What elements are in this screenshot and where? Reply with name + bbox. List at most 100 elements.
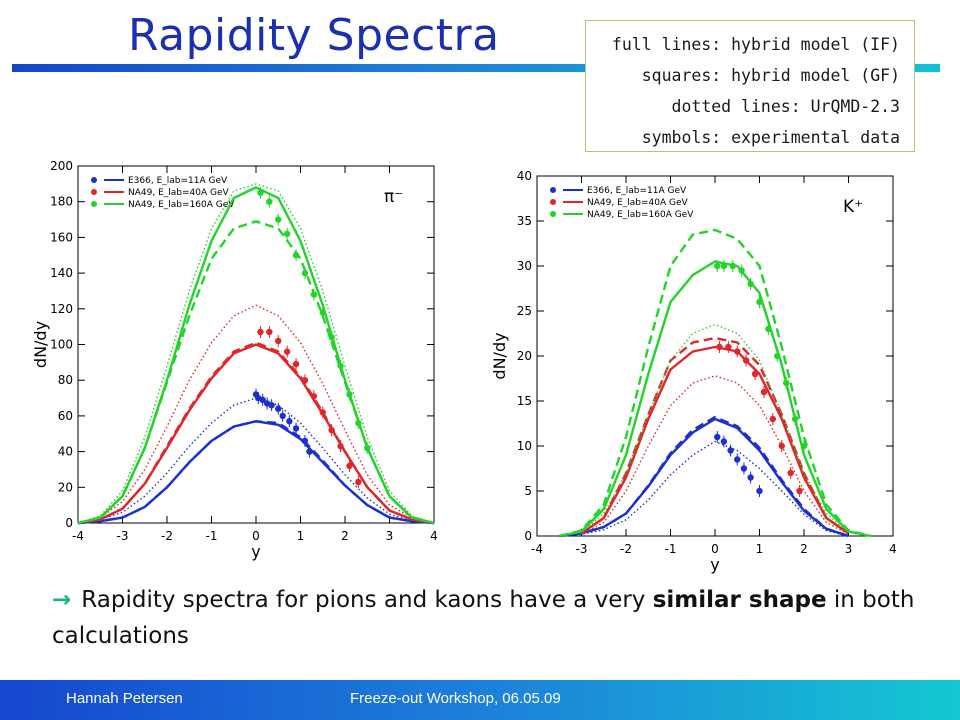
series-line-E366-dashed bbox=[77, 420, 435, 525]
y-tick-label: 0 bbox=[65, 516, 73, 530]
data-point bbox=[355, 478, 362, 486]
x-tick-label: 1 bbox=[756, 542, 764, 556]
footer-author: Hannah Petersen bbox=[66, 690, 183, 707]
data-point bbox=[286, 418, 293, 425]
data-point bbox=[301, 377, 309, 384]
y-tick-label: 100 bbox=[50, 338, 73, 352]
legend-line-dotted: dotted lines: UrQMD-2.3 bbox=[671, 97, 900, 116]
data-point bbox=[725, 343, 732, 351]
data-point bbox=[791, 415, 799, 423]
data-point bbox=[310, 393, 318, 400]
data-point bbox=[310, 291, 318, 298]
legend-symbol bbox=[91, 177, 97, 183]
series-line-NA49_40-dotted bbox=[77, 304, 435, 524]
plot-frame bbox=[536, 175, 894, 537]
data-point bbox=[729, 262, 736, 270]
data-point bbox=[714, 262, 721, 270]
x-tick-label: 0 bbox=[252, 529, 260, 543]
legend-entry: E366, E_lab=11A GeV bbox=[128, 176, 228, 186]
y-tick-label: 160 bbox=[50, 230, 73, 244]
x-tick-label: 4 bbox=[889, 542, 897, 556]
y-tick-label: 180 bbox=[50, 195, 73, 209]
x-axis-label: y bbox=[710, 555, 719, 574]
y-tick-label: 25 bbox=[517, 304, 532, 318]
data-point bbox=[257, 189, 264, 196]
data-point bbox=[283, 348, 291, 355]
data-point bbox=[268, 401, 275, 409]
x-tick-label: 0 bbox=[711, 542, 719, 556]
data-point bbox=[337, 443, 344, 450]
x-tick-label: 2 bbox=[341, 529, 349, 543]
arrow-icon: → bbox=[52, 587, 72, 613]
data-point bbox=[355, 419, 362, 427]
data-point bbox=[275, 216, 282, 223]
series-line-NA49_160-dashed bbox=[77, 220, 435, 525]
y-tick-label: 60 bbox=[58, 409, 73, 423]
x-tick-label: -4 bbox=[531, 542, 543, 556]
pion-rapidity-chart: -4 -3 -2 -1 0 1 2 3 4020406080100120140160180200… bbox=[31, 159, 438, 561]
data-point bbox=[751, 370, 759, 378]
x-tick-label: -1 bbox=[665, 542, 677, 556]
y-tick-label: 35 bbox=[517, 214, 532, 228]
data-point bbox=[319, 309, 326, 316]
legend-entry: NA49, E_lab=40A GeV bbox=[128, 188, 230, 198]
legend-entry: NA49, E_lab=40A GeV bbox=[587, 198, 689, 208]
data-point bbox=[720, 438, 728, 445]
data-point bbox=[734, 348, 741, 355]
series-line-NA49_160-dashed bbox=[559, 228, 872, 538]
data-point bbox=[275, 405, 282, 412]
data-point bbox=[742, 357, 750, 364]
x-tick-label: -2 bbox=[620, 542, 632, 556]
data-point bbox=[319, 409, 326, 416]
legend-entry: E366, E_lab=11A GeV bbox=[587, 186, 687, 196]
x-tick-label: -2 bbox=[161, 529, 173, 543]
kaon-rapidity-chart: -4 -3 -2 -1 0 1 2 3 40510152025303540ydN/dyK⁺E36… bbox=[490, 169, 897, 574]
series-line-E366-dotted bbox=[559, 440, 849, 537]
caption-part1: Rapidity spectra for pions and kaons hav… bbox=[81, 587, 653, 613]
y-tick-label: 20 bbox=[58, 480, 73, 494]
footer-event: Freeze-out Workshop, 06.05.09 bbox=[350, 690, 561, 707]
data-point bbox=[292, 252, 300, 259]
data-point bbox=[774, 352, 781, 360]
x-tick-label: 4 bbox=[430, 529, 438, 543]
data-point bbox=[756, 298, 763, 306]
data-point bbox=[783, 379, 790, 387]
y-tick-label: 5 bbox=[524, 484, 532, 498]
data-point bbox=[778, 442, 785, 450]
data-point bbox=[765, 325, 772, 333]
data-point bbox=[800, 442, 808, 450]
data-point bbox=[259, 396, 266, 404]
data-point bbox=[306, 448, 313, 455]
y-tick-label: 40 bbox=[58, 445, 73, 459]
legend-entry: NA49, E_lab=160A GeV bbox=[128, 200, 235, 210]
data-point bbox=[346, 462, 353, 470]
data-point bbox=[747, 280, 754, 288]
data-point bbox=[740, 465, 748, 472]
conclusion-text: → Rapidity spectra for pions and kaons ha… bbox=[52, 582, 932, 654]
data-point bbox=[257, 328, 264, 336]
legend-symbol bbox=[91, 201, 97, 207]
data-point bbox=[796, 487, 803, 495]
y-tick-label: 200 bbox=[50, 159, 73, 173]
series-line-NA49_40-solid bbox=[580, 345, 850, 535]
x-axis-label: y bbox=[251, 542, 260, 561]
data-point bbox=[328, 334, 335, 341]
legend-symbol bbox=[550, 187, 556, 193]
legend-entry: NA49, E_lab=160A GeV bbox=[587, 210, 694, 220]
legend-symbol bbox=[550, 211, 556, 217]
data-point bbox=[734, 456, 741, 463]
caption-part2: in both calculations bbox=[52, 587, 915, 649]
legend-line-full: full lines: hybrid model (IF) bbox=[611, 35, 900, 54]
data-point bbox=[769, 415, 777, 423]
data-point bbox=[266, 198, 273, 205]
x-tick-label: 1 bbox=[297, 529, 305, 543]
y-tick-label: 10 bbox=[517, 439, 532, 453]
data-point bbox=[328, 426, 335, 434]
data-point bbox=[727, 447, 734, 454]
data-point bbox=[720, 262, 728, 270]
data-point bbox=[714, 433, 721, 441]
y-tick-label: 40 bbox=[517, 169, 532, 183]
x-tick-label: -3 bbox=[117, 529, 129, 543]
legend-line-symbols: symbols: experimental data bbox=[641, 128, 900, 147]
x-tick-label: -4 bbox=[72, 529, 84, 543]
